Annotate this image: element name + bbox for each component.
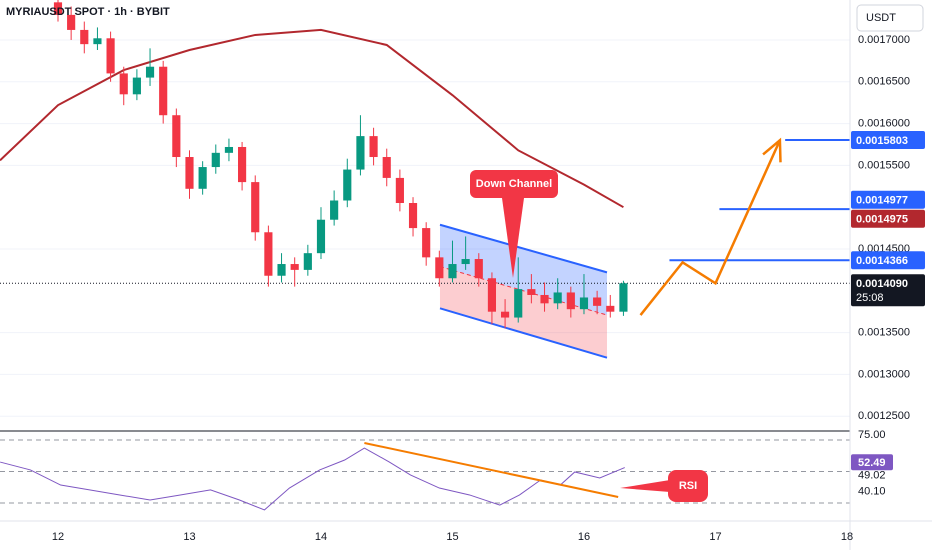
x-tick-label: 14 [315,531,327,543]
price-scale: 12 13 14 15 16 17 18 0.0017000 0.0016500 0.001600… [52,34,925,543]
moving-average [0,28,624,209]
channel-upper-fill [439,224,607,316]
candle-body [145,66,155,78]
candle-body [369,136,378,158]
candle-body [540,294,549,304]
channel-line [439,223,608,274]
candle-body [290,264,299,270]
rsi-value: 52.49 [858,457,886,469]
price-label-box [851,209,925,228]
x-tick-label: 13 [183,531,195,543]
candle-body [606,305,615,312]
candle-body [53,2,63,15]
candle-body [93,38,102,45]
candle-body [159,66,168,116]
candle-body [408,203,418,229]
y-tick-label: 0.0016500 [858,76,910,88]
price-label-box [851,131,925,150]
x-tick-label: 17 [709,531,721,543]
candle-body [566,292,575,310]
price-label: 0.0014366 [856,255,908,267]
candle-body [343,169,352,201]
y-tick-label: 0.0012500 [858,410,910,422]
candle-body [106,38,115,74]
chart-title: MYRIAUSDT SPOT · 1h · BYBIT [6,6,170,18]
candle-body [198,167,207,189]
candle-body [132,77,141,95]
candle-body [80,29,89,45]
rsi-value-box [851,454,893,471]
price-label-box [851,274,925,307]
y-tick-label: 0.0013500 [858,327,910,339]
x-tick-label: 15 [446,531,458,543]
y-tick-label: 0.0017000 [858,34,910,46]
price-label: 0.0014975 [856,214,908,226]
countdown: 25:08 [856,292,884,304]
candle-body [185,157,194,189]
candle-body [619,283,628,312]
candle-body [264,232,273,276]
candle-body [579,297,589,310]
plot [0,0,850,511]
candle-body [593,297,602,306]
rsi-scale-label: 49.02 [858,470,886,482]
candle-body [316,219,326,254]
price-label-box [851,251,925,270]
channel-callout: Down Channel [470,170,558,278]
candle-body [303,253,312,270]
candle-body [395,177,404,204]
candle-body [474,259,483,279]
candle-body [501,311,510,318]
channel-label: Down Channel [476,178,552,190]
candle-body [211,152,220,168]
rsi-label: RSI [679,480,697,492]
candle-body [461,259,470,265]
candle-body [172,115,181,158]
y-tick-label: 0.0016000 [858,117,910,129]
x-tick-label: 12 [52,531,64,543]
rsi-callout: RSI [620,470,708,502]
candle-body [251,182,260,233]
candle-body [238,146,247,183]
currency[interactable]: USDT [866,12,896,24]
candle-body [67,14,76,30]
x-tick-label: 16 [578,531,590,543]
candle-body [382,157,391,178]
candle-body [277,264,286,276]
candle-body [553,292,562,304]
price-label-box [851,190,925,209]
candle-body [119,73,128,95]
channel-line [439,307,608,359]
y-tick-label: 0.0015500 [858,159,910,171]
currency-button[interactable] [856,4,924,32]
candle-body [514,289,523,318]
price-label: 0.0014090 [856,278,908,290]
rsi-scale-label: 40.10 [858,486,886,498]
grid [0,39,850,504]
candle-body [527,289,536,295]
candle-body [224,146,234,153]
y-tick-label: 0.0013000 [858,368,910,380]
candle-body [448,264,457,279]
candle-body [487,278,497,312]
x-tick-label: 18 [841,531,853,543]
price-label: 0.0014977 [856,195,908,207]
projection-arrowhead [762,137,782,163]
candle-body [435,257,444,279]
channel-lower-fill [439,266,607,358]
rsi-scale-label: 75.00 [858,429,886,441]
candle-body [422,228,431,258]
price-label: 0.0015803 [856,135,908,147]
candle-body [330,200,339,220]
candle-body [356,136,365,170]
rsi-divergence [364,442,619,498]
projection [639,139,782,316]
channel-midline [439,266,608,316]
